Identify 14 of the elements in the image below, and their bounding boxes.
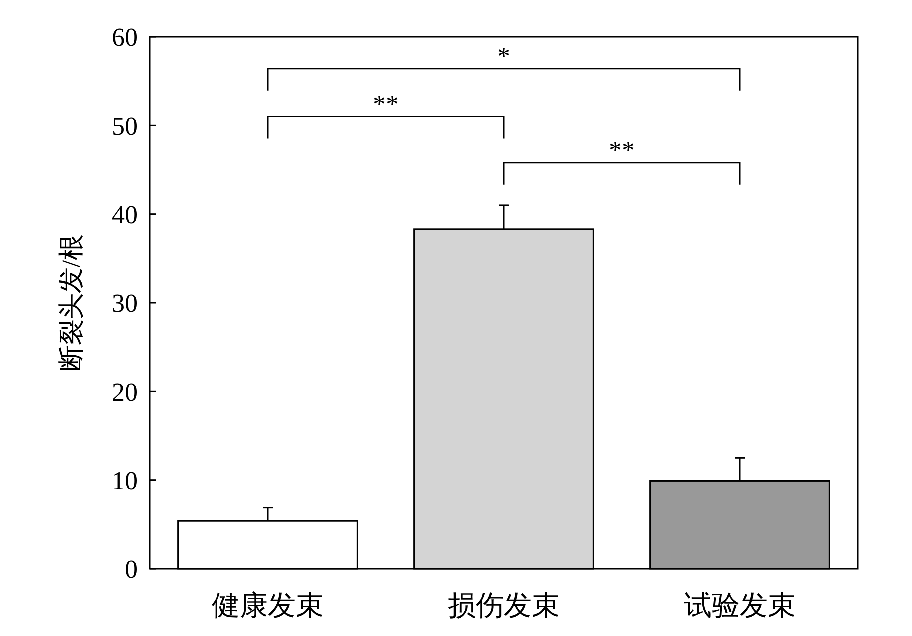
annotation: * xyxy=(498,42,510,71)
y-tick-label: 40 xyxy=(112,200,138,230)
y-tick-label: 0 xyxy=(125,555,138,584)
y-tick-label: 60 xyxy=(112,23,138,52)
annotation: ** xyxy=(373,90,399,119)
y-tick-label: 10 xyxy=(112,466,138,496)
x-tick-label: 试验发束 xyxy=(684,591,796,622)
y-axis-title: 断裂头发/根 xyxy=(57,234,86,372)
x-tick-label: 损伤发束 xyxy=(448,591,560,622)
annotation: ** xyxy=(609,136,635,165)
x-tick-label: 健康发束 xyxy=(212,591,324,622)
y-tick-label: 50 xyxy=(112,112,138,141)
y-tick-label: 30 xyxy=(112,289,138,318)
y-tick-label: 20 xyxy=(112,378,138,407)
